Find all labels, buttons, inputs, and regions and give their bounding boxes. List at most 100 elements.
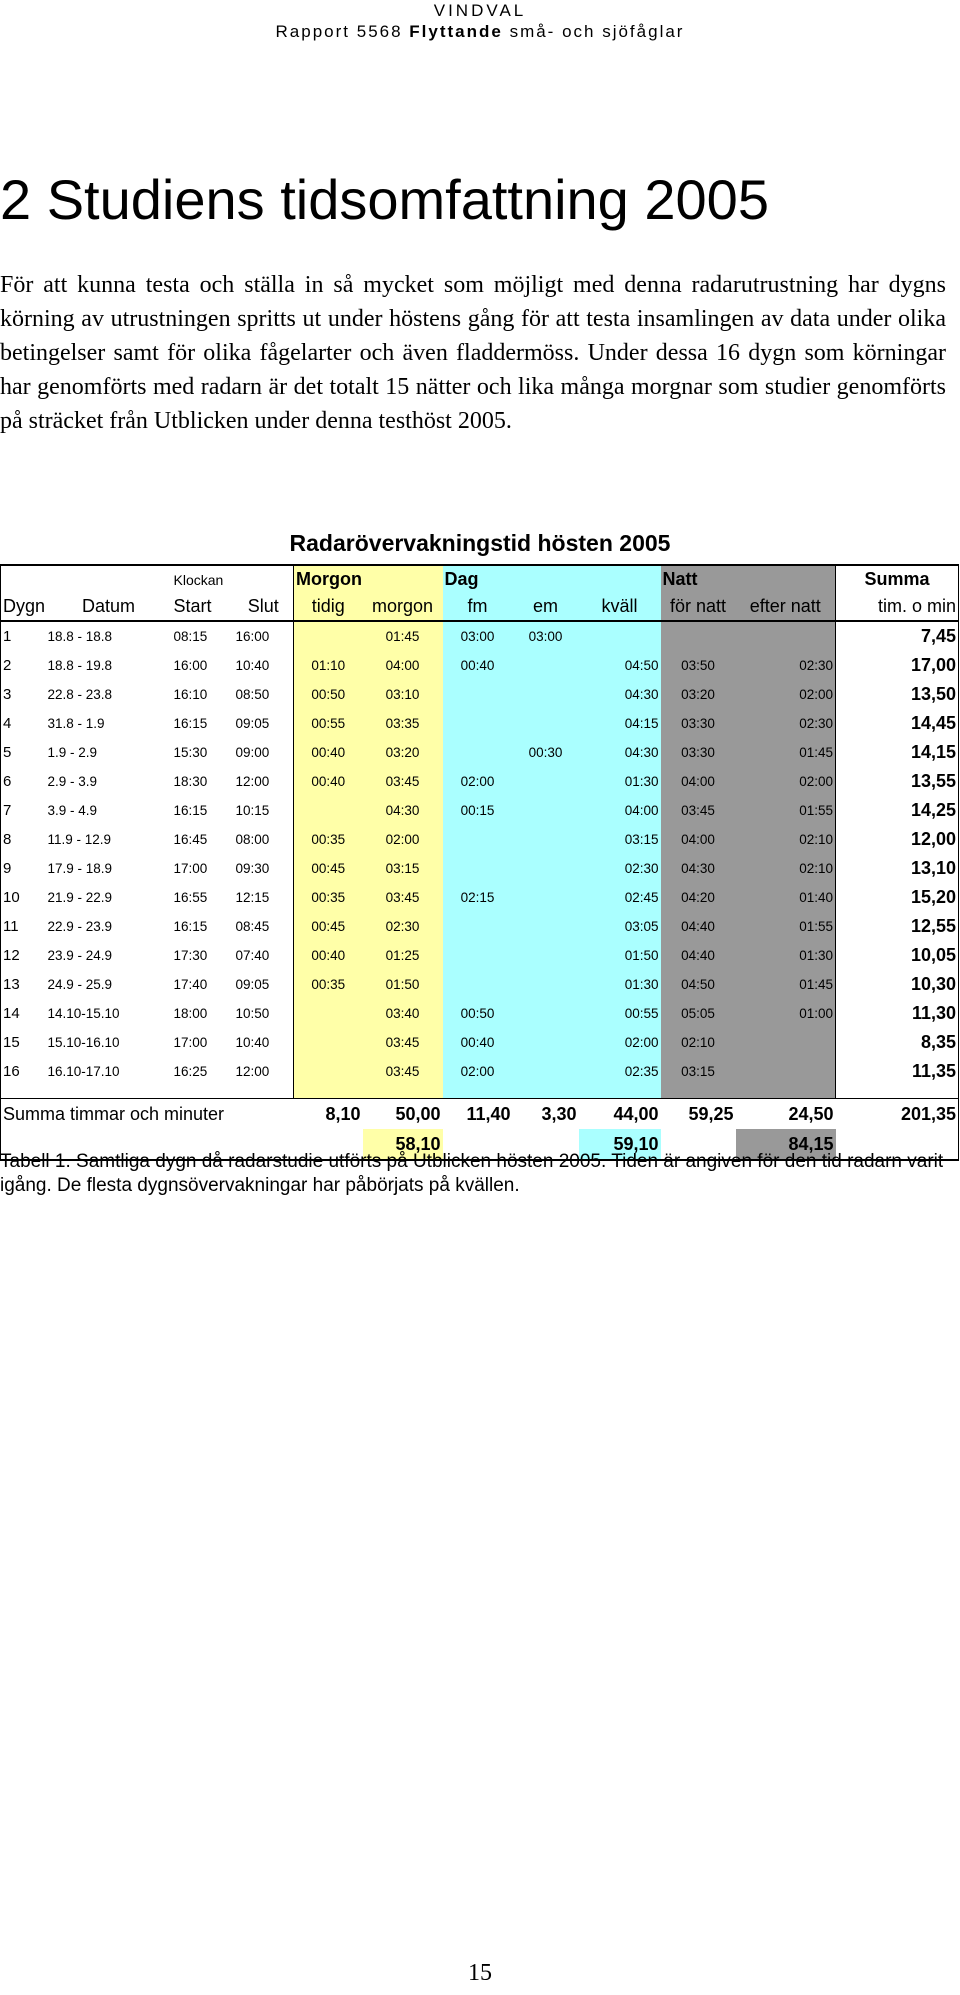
col-summa: tim. o min xyxy=(835,593,959,622)
table-row: 13 24.9 - 25.9 17:40 09:05 00:35 01:50 01:30 04… xyxy=(0,970,959,999)
cell-start: 18:00 xyxy=(173,1006,208,1021)
cell-dygn: 11 xyxy=(0,912,46,941)
cell-datum: 17.9 - 18.9 xyxy=(47,861,113,876)
cell-tidig: 00:40 xyxy=(293,767,363,796)
cell-start: 17:30 xyxy=(173,948,208,963)
running-head-line2: Rapport 5568 Flyttande små- och sjöfågla… xyxy=(0,21,960,42)
cell-slut: 12:15 xyxy=(233,883,294,912)
cell-fm: 03:00 xyxy=(442,621,513,651)
col-fm: fm xyxy=(442,593,513,622)
cell-summa: 15,20 xyxy=(835,883,959,912)
cell-em xyxy=(512,1028,579,1057)
cell-fm: 02:15 xyxy=(442,883,513,912)
cell-tidig xyxy=(293,1028,363,1057)
cell-em xyxy=(512,796,579,825)
cell-morgon: 03:20 xyxy=(362,738,443,767)
cell-summa: 12,00 xyxy=(835,825,959,854)
total-summa: 201,35 xyxy=(835,1098,959,1129)
cell-datum: 1.9 - 2.9 xyxy=(47,745,98,760)
cell-morgon: 03:15 xyxy=(362,854,443,883)
cell-fm xyxy=(442,738,513,767)
cell-kvall: 03:15 xyxy=(578,825,661,854)
cell-datum: 24.9 - 25.9 xyxy=(47,977,113,992)
cell-efter-natt: 01:30 xyxy=(735,941,836,970)
cell-summa: 13,10 xyxy=(835,854,959,883)
running-head-report: Rapport 5568 xyxy=(275,22,410,41)
cell-slut: 12:00 xyxy=(233,1057,294,1086)
cell-slut: 09:00 xyxy=(233,738,294,767)
cell-start: 18:30 xyxy=(173,774,208,789)
totals-row: Summa timmar och minuter 8,10 50,00 11,40 3,… xyxy=(0,1098,959,1129)
cell-tidig: 00:45 xyxy=(293,912,363,941)
cell-tidig xyxy=(293,621,363,651)
table-row: 10 21.9 - 22.9 16:55 12:15 00:35 03:45 02:15 02… xyxy=(0,883,959,912)
cell-tidig: 00:35 xyxy=(293,883,363,912)
cell-start: 16:15 xyxy=(173,716,208,731)
cell-start: 16:15 xyxy=(173,919,208,934)
cell-tidig: 00:35 xyxy=(293,970,363,999)
cell-summa: 14,25 xyxy=(835,796,959,825)
col-datum: Datum xyxy=(45,593,172,622)
cell-for-natt: 03:30 xyxy=(660,709,736,738)
cell-em xyxy=(512,854,579,883)
cell-fm: 00:40 xyxy=(442,1028,513,1057)
cell-efter-natt: 02:30 xyxy=(735,651,836,680)
cell-datum: 15.10-16.10 xyxy=(47,1035,120,1050)
cell-morgon: 03:40 xyxy=(362,999,443,1028)
cell-tidig: 00:40 xyxy=(293,941,363,970)
col-em: em xyxy=(512,593,579,622)
cell-kvall: 04:15 xyxy=(578,709,661,738)
running-head-subject: små- och sjöfåglar xyxy=(502,22,685,41)
cell-start: 17:00 xyxy=(173,861,208,876)
cell-kvall: 01:50 xyxy=(578,941,661,970)
cell-tidig xyxy=(293,999,363,1028)
cell-efter-natt: 02:10 xyxy=(735,825,836,854)
cell-for-natt: 05:05 xyxy=(660,999,736,1028)
cell-datum: 23.9 - 24.9 xyxy=(47,948,113,963)
cell-efter-natt: 01:45 xyxy=(735,970,836,999)
cell-morgon: 01:50 xyxy=(362,970,443,999)
table-row: 15 15.10-16.10 17:00 10:40 03:45 00:40 02:00 02… xyxy=(0,1028,959,1057)
cell-fm: 02:00 xyxy=(442,767,513,796)
cell-summa: 11,35 xyxy=(835,1057,959,1086)
cell-datum: 31.8 - 1.9 xyxy=(47,716,105,731)
cell-summa: 8,35 xyxy=(835,1028,959,1057)
radar-table: Klockan Morgon Dag Natt Summa Dygn Datum… xyxy=(0,564,959,1161)
cell-morgon: 03:10 xyxy=(362,680,443,709)
cell-morgon: 01:25 xyxy=(362,941,443,970)
cell-tidig: 00:45 xyxy=(293,854,363,883)
cell-kvall: 01:30 xyxy=(578,767,661,796)
cell-dygn: 5 xyxy=(0,738,46,767)
page-number: 15 xyxy=(468,1960,492,1986)
radar-table-body: Klockan Morgon Dag Natt Summa Dygn Datum… xyxy=(0,564,959,1161)
cell-slut: 16:00 xyxy=(233,621,294,651)
table-row: 1 18.8 - 18.8 08:15 16:00 01:45 03:00 03:00 7,4… xyxy=(0,621,959,651)
cell-morgon: 02:30 xyxy=(362,912,443,941)
table-row: 14 14.10-15.10 18:00 10:50 03:40 00:50 00:55 05… xyxy=(0,999,959,1028)
running-head-line1: VINDVAL xyxy=(433,1,527,20)
cell-fm: 00:40 xyxy=(442,651,513,680)
cell-kvall: 02:35 xyxy=(578,1057,661,1086)
total-kvall: 44,00 xyxy=(578,1098,661,1129)
cell-morgon: 01:45 xyxy=(362,621,443,651)
cell-kvall xyxy=(578,621,661,651)
cell-datum: 18.8 - 18.8 xyxy=(47,629,113,644)
cell-em xyxy=(512,999,579,1028)
cell-for-natt: 03:15 xyxy=(660,1057,736,1086)
running-head: VINDVAL Rapport 5568 Flyttande små- och … xyxy=(0,0,960,42)
table-row: 9 17.9 - 18.9 17:00 09:30 00:45 03:15 02:30 04:… xyxy=(0,854,959,883)
cell-tidig: 00:55 xyxy=(293,709,363,738)
cell-summa: 10,05 xyxy=(835,941,959,970)
cell-dygn: 14 xyxy=(0,999,46,1028)
table-row: 7 3.9 - 4.9 16:15 10:15 04:30 00:15 04:00 03:45… xyxy=(0,796,959,825)
col-kvall: kväll xyxy=(578,593,661,622)
cell-summa: 10,30 xyxy=(835,970,959,999)
table-row: 5 1.9 - 2.9 15:30 09:00 00:40 03:20 00:30 04:30… xyxy=(0,738,959,767)
cell-dygn: 1 xyxy=(0,621,46,651)
cell-efter-natt: 01:00 xyxy=(735,999,836,1028)
cell-for-natt: 04:30 xyxy=(660,854,736,883)
cell-summa: 12,55 xyxy=(835,912,959,941)
cell-dygn: 10 xyxy=(0,883,46,912)
cell-kvall: 02:00 xyxy=(578,1028,661,1057)
cell-kvall: 04:50 xyxy=(578,651,661,680)
